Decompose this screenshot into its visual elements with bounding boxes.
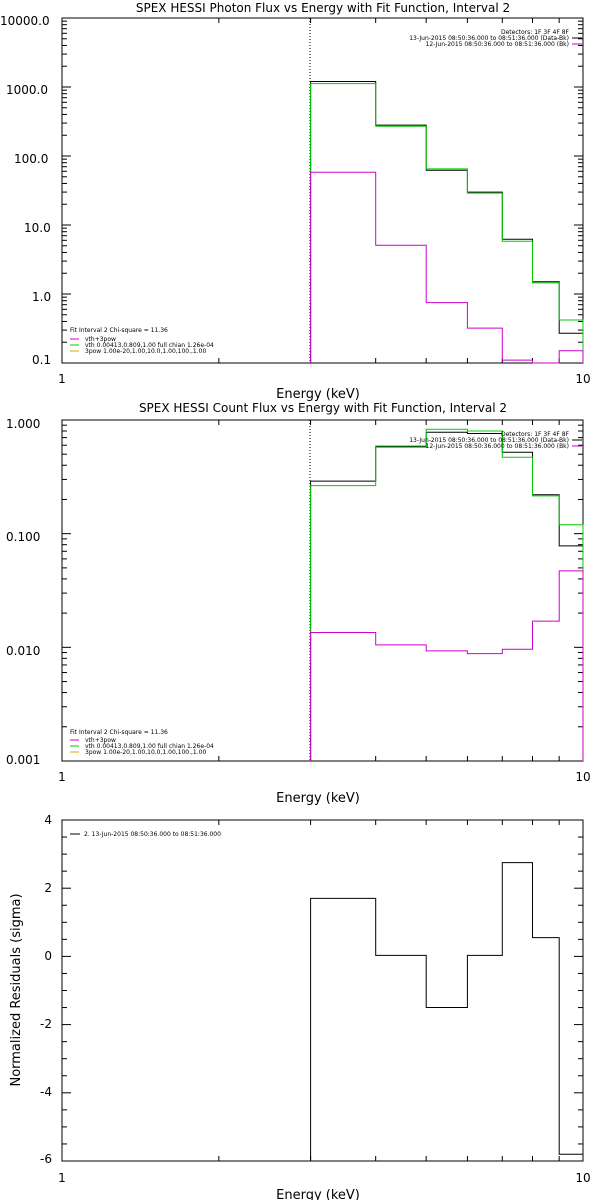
photon-fit-total: vth+3pow bbox=[85, 336, 116, 343]
photon-flux-panel: SPEX HESSI Photon Flux vs Energy with Fi… bbox=[0, 1, 591, 402]
count-header-bk: 12-Jun-2015 08:50:36.000 to 08:51:36.000… bbox=[426, 443, 569, 450]
count-series-0-line bbox=[310, 431, 584, 761]
photon-ytick-label-10000: 10000.0 bbox=[0, 14, 50, 28]
count-xtick-label-1: 1 bbox=[58, 770, 66, 784]
count-series-2-line bbox=[310, 570, 584, 761]
residuals-panel: 4 2 0 -2 -4 -6 1 10 Energy (keV) Normali… bbox=[9, 813, 591, 1200]
resid-xtick-label-10: 10 bbox=[575, 1171, 590, 1185]
resid-ytick-label-neg6: -6 bbox=[40, 1152, 52, 1166]
resid-ytick-label-neg2: -2 bbox=[40, 1017, 52, 1031]
count-fit-3pow: 3pow 1.00e-20,1.00,10.0,1.00,100.,1.00 bbox=[85, 749, 206, 756]
resid-ytick-label-4: 4 bbox=[44, 813, 52, 827]
photon-flux-xlabel: Energy (keV) bbox=[276, 387, 360, 402]
photon-flux-plot-frame bbox=[61, 17, 584, 364]
photon-fit-chisq: Fit Interval 2 Chi-square = 11.36 bbox=[70, 327, 168, 334]
resid-ytick-label-neg4: -4 bbox=[40, 1085, 52, 1099]
count-flux-xlabel: Energy (keV) bbox=[276, 791, 360, 806]
residuals-legend-label: 2. 13-Jun-2015 08:50:36.000 to 08:51:36.… bbox=[84, 831, 221, 838]
count-fit-chisq: Fit Interval 2 Chi-square = 11.36 bbox=[70, 729, 168, 736]
photon-ytick-label-100: 100.0 bbox=[14, 152, 48, 166]
count-ytick-label-0.100: 0.100 bbox=[6, 530, 40, 544]
count-fit-vth: vth 0.00413,0.809,1.00 full chian 1.26e-… bbox=[85, 743, 214, 750]
photon-series-0-line bbox=[310, 81, 584, 363]
count-header-detectors: Detectors: 1F 3F 4F 8F bbox=[501, 431, 570, 438]
count-ytick-label-0.010: 0.010 bbox=[6, 644, 40, 658]
photon-fit-vth: vth 0.00413,0.809,1.00 full chian 1.26e-… bbox=[85, 342, 214, 349]
resid-series-0-line bbox=[310, 862, 584, 1161]
resid-ytick-label-0: 0 bbox=[44, 949, 52, 963]
photon-flux-title: SPEX HESSI Photon Flux vs Energy with Fi… bbox=[136, 1, 510, 15]
count-series-1-line bbox=[310, 428, 584, 761]
photon-header-bk: 12-Jun-2015 08:50:36.000 to 08:51:36.000… bbox=[426, 41, 569, 48]
photon-ytick-label-0.1: 0.1 bbox=[32, 353, 51, 367]
count-ytick-label-1.000: 1.000 bbox=[6, 417, 40, 431]
photon-xtick-label-10: 10 bbox=[575, 372, 590, 386]
residuals-xlabel: Energy (keV) bbox=[276, 1188, 360, 1200]
count-header-data-bk: 13-Jun-2015 08:50:36.000 to 08:51:36.000… bbox=[409, 437, 569, 444]
count-fit-total: vth+3pow bbox=[85, 737, 116, 744]
photon-series-2-line bbox=[310, 171, 584, 364]
photon-ytick-label-10: 10.0 bbox=[24, 221, 51, 235]
resid-xtick-label-1: 1 bbox=[58, 1171, 66, 1185]
count-flux-title: SPEX HESSI Count Flux vs Energy with Fit… bbox=[139, 401, 507, 415]
count-xtick-label-10: 10 bbox=[575, 770, 590, 784]
photon-series-1-line bbox=[310, 83, 584, 363]
photon-ytick-label-1000: 1000.0 bbox=[6, 83, 48, 97]
photon-xtick-label-1: 1 bbox=[58, 372, 66, 386]
count-flux-plot-frame bbox=[61, 419, 584, 762]
photon-header-data-bk: 13-Jun-2015 08:50:36.000 to 08:51:36.000… bbox=[409, 35, 569, 42]
photon-header-detectors: Detectors: 1F 3F 4F 8F bbox=[501, 29, 570, 36]
count-flux-panel: SPEX HESSI Count Flux vs Energy with Fit… bbox=[6, 401, 591, 806]
count-ytick-label-0.001: 0.001 bbox=[6, 753, 40, 767]
photon-ytick-label-1: 1.0 bbox=[32, 290, 51, 304]
photon-fit-3pow: 3pow 1.00e-20,1.00,10.0,1.00,100.,1.00 bbox=[85, 348, 206, 355]
residuals-plot-frame bbox=[61, 819, 584, 1162]
resid-ytick-label-2: 2 bbox=[44, 881, 52, 895]
residuals-ylabel: Normalized Residuals (sigma) bbox=[9, 893, 24, 1086]
